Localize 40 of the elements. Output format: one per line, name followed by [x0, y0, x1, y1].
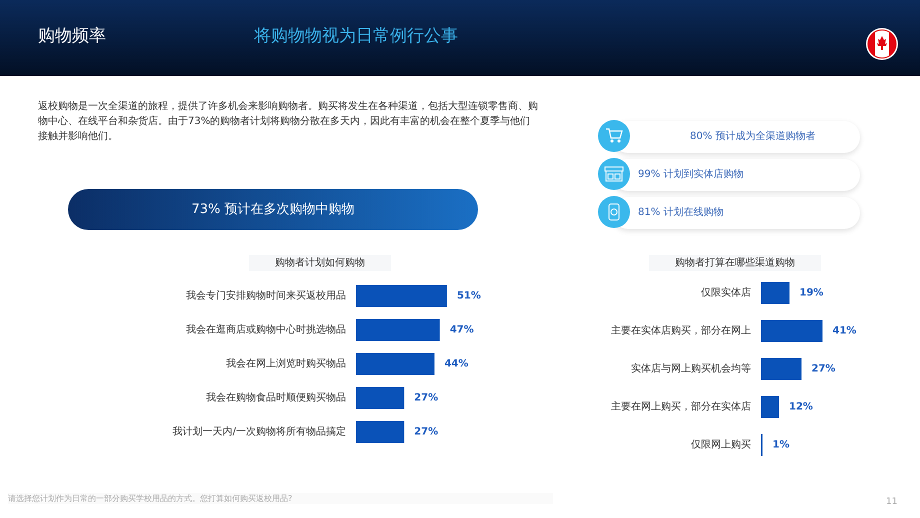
data-label: 47%	[450, 324, 474, 336]
text: 81% 计划在线购物	[638, 206, 724, 220]
y-tick-label: 我会在购物食品时顺便购买物品	[206, 392, 346, 404]
text: 将购物物视为日常例行公事	[254, 25, 458, 47]
bar	[761, 320, 822, 342]
data-label: 27%	[414, 392, 438, 404]
bar	[356, 319, 440, 341]
chart-title: 购物者打算在哪些渠道购物	[675, 256, 795, 268]
bar	[356, 353, 434, 375]
data-label: 27%	[414, 426, 438, 438]
data-label: 12%	[789, 402, 813, 412]
text: 73% 预计在多次购物中购物	[68, 189, 478, 230]
data-label: 41%	[832, 326, 856, 336]
y-tick-label: 我计划一天内/一次购物将所有物品搞定	[172, 426, 346, 438]
y-tick-label: 主要在实体店购买，部分在网上	[611, 324, 751, 336]
y-tick-label: 仅限网上购买	[691, 438, 751, 450]
bar	[761, 396, 779, 418]
y-tick-label: 我会在网上浏览时购买物品	[226, 358, 346, 370]
bar	[356, 387, 404, 409]
y-tick-label: 仅限实体店	[701, 286, 751, 298]
y-tick-label: 我会专门安排购物时间来买返校用品	[186, 290, 346, 302]
y-tick-label: 实体店与网上购买机会均等	[631, 362, 751, 374]
text: 购物频率	[38, 25, 106, 47]
text: 99% 计划到实体店购物	[638, 168, 744, 182]
chart-title: 购物者计划如何购物	[275, 256, 365, 268]
y-tick-label: 主要在网上购买，部分在实体店	[611, 400, 751, 412]
data-label: 44%	[444, 358, 468, 370]
data-label: 51%	[456, 290, 481, 302]
text: 请选择您计划作为日常的一部分购买学校用品的方式。您打算如何购买返校用品?	[8, 493, 553, 504]
text: 11	[886, 497, 898, 507]
y-tick-label: 我会在逛商店或购物中心时挑选物品	[186, 324, 346, 336]
data-label: 27%	[812, 364, 836, 374]
bar	[761, 358, 802, 380]
bar	[761, 282, 790, 304]
data-label: 1%	[772, 440, 790, 450]
text: 返校购物是一次全渠道的旅程，提供了许多机会来影响购物者。购买将发生在各种渠道，包括大型连锁零售商、购物中心、在线平台和杂货店。由于73%的购物者计划将购物分散在多天内，因此有丰富的机会在整个夏季与他们接触并影响他们。	[38, 100, 538, 144]
text: 80% 预计成为全渠道购物者	[690, 130, 816, 144]
bar	[356, 285, 447, 307]
bar	[356, 421, 404, 443]
data-label: 19%	[800, 288, 824, 298]
